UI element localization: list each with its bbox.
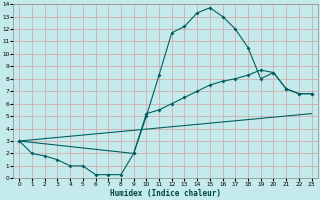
X-axis label: Humidex (Indice chaleur): Humidex (Indice chaleur) bbox=[110, 189, 221, 198]
